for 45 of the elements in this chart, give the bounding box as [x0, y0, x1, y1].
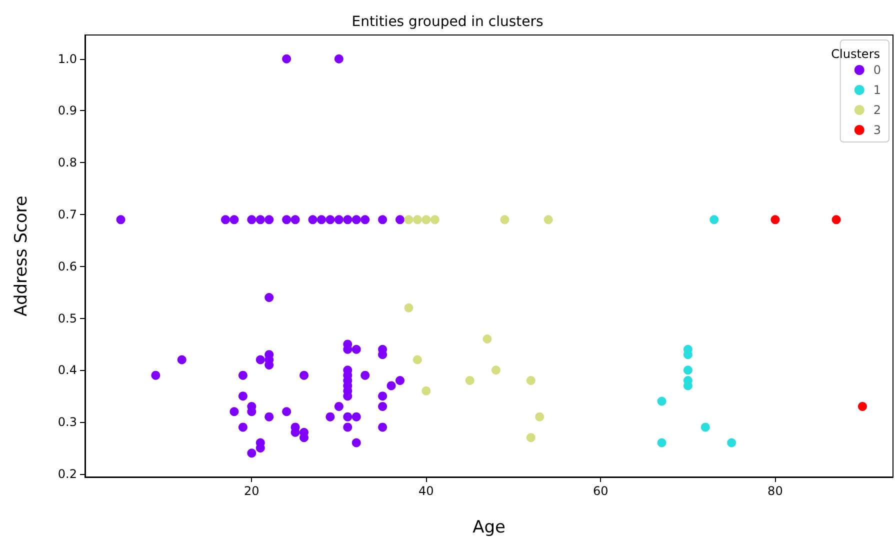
y-axis-title: Address Score: [12, 196, 32, 316]
legend-title: Clusters: [831, 47, 880, 61]
legend-label: 0: [873, 63, 882, 77]
point: [491, 366, 500, 375]
point: [832, 215, 841, 224]
y-tick-label: 0.3: [58, 415, 77, 430]
y-tick-label: 0.4: [58, 363, 77, 378]
point: [710, 215, 719, 224]
point: [465, 376, 474, 386]
x-tick-label: 80: [768, 484, 783, 498]
point: [700, 422, 710, 432]
x-tick-label: 20: [244, 484, 260, 498]
y-tick-label: 0.7: [58, 208, 77, 222]
chart-title: Entities grouped in clusters: [352, 14, 544, 30]
point: [422, 215, 431, 224]
point: [422, 386, 431, 396]
legend-label: 3: [873, 123, 882, 137]
y-tick-label: 0.5: [58, 311, 77, 326]
point: [430, 215, 440, 224]
point: [482, 334, 492, 344]
x-axis-title: Age: [472, 518, 506, 538]
y-tick-label: 0.9: [58, 104, 77, 118]
y-tick-label: 1.0: [58, 52, 77, 66]
point: [412, 355, 422, 364]
y-tick-label: 0.2: [58, 466, 77, 481]
y-tick-label: 0.6: [58, 259, 77, 274]
point: [500, 215, 510, 224]
point: [683, 366, 692, 375]
point: [858, 402, 867, 411]
y-tick-label: 0.8: [58, 156, 77, 170]
point: [535, 412, 544, 422]
point: [544, 215, 553, 224]
point: [526, 376, 536, 386]
legend-label: 2: [873, 103, 882, 117]
point: [657, 438, 666, 448]
point: [404, 303, 414, 312]
point: [526, 433, 536, 442]
point: [727, 438, 736, 448]
x-tick-label: 40: [418, 484, 434, 498]
x-tick-label: 60: [593, 484, 608, 498]
point: [404, 215, 414, 224]
point: [770, 215, 780, 224]
point: [657, 396, 666, 406]
legend-label: 1: [873, 83, 882, 97]
point: [412, 215, 422, 224]
